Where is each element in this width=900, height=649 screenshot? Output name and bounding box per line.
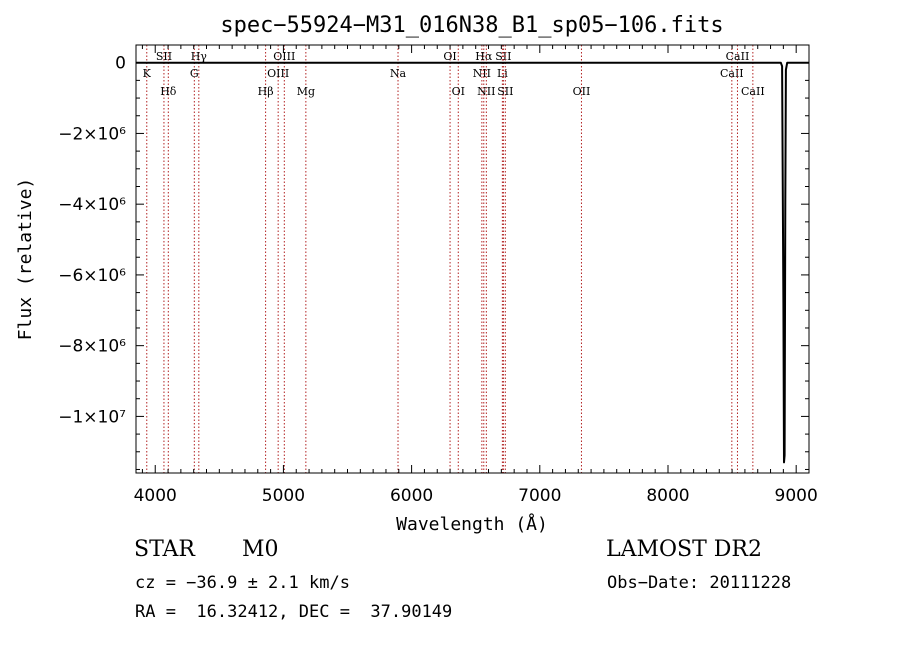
spectral-line-label: Hδ <box>160 85 177 98</box>
x-tick-label: 8000 <box>646 486 689 506</box>
y-tick-label: 0 <box>115 54 126 74</box>
spectral-line-label: OIII <box>273 50 295 63</box>
object-class: STAR <box>134 537 195 562</box>
spectral-line-label: CaII <box>726 50 750 63</box>
flux-series-line <box>136 61 809 464</box>
spectral-line-label: Hβ <box>258 85 274 98</box>
object-subclass: M0 <box>242 537 279 562</box>
x-tick-label: 4000 <box>134 486 177 506</box>
x-axis-label: Wavelength (Å) <box>396 513 548 535</box>
y-tick-label: −8×10⁶ <box>58 337 126 357</box>
observation-date: Obs−Date: 20111228 <box>607 573 792 593</box>
spectral-line-label: Hα <box>475 50 493 63</box>
spectral-line-label: Hγ <box>191 50 208 63</box>
spectral-line-label: G <box>190 67 199 80</box>
redshift-cz: cz = −36.9 ± 2.1 km/s <box>135 573 350 593</box>
y-tick-label: −6×10⁶ <box>58 266 126 286</box>
y-tick-label: −1×10⁷ <box>58 407 126 427</box>
ra-dec-coordinates: RA = 16.32412, DEC = 37.90149 <box>135 602 453 622</box>
spectral-line-label: CaII <box>720 67 744 80</box>
spectral-line-label: SII <box>156 50 172 63</box>
y-tick-label: −4×10⁶ <box>58 195 126 215</box>
spectral-line-label: Li <box>497 67 508 80</box>
spectral-line-label: SII <box>495 50 511 63</box>
spectral-line-label: Mg <box>297 85 315 98</box>
spectral-line-label: OI <box>443 50 456 63</box>
spectral-line-label: OIII <box>267 67 289 80</box>
y-tick-label: −2×10⁶ <box>58 124 126 144</box>
x-tick-label: 6000 <box>390 486 433 506</box>
spectral-line-label: NII <box>473 67 491 80</box>
spectral-line-label: K <box>143 67 152 80</box>
x-tick-label: 7000 <box>518 486 561 506</box>
spectral-line-label: CaII <box>741 85 765 98</box>
spectral-line-label: SII <box>497 85 513 98</box>
spectral-line-label: OII <box>573 85 591 98</box>
chart-title: spec−55924−M31_016N38_B1_sp05−106.fits <box>220 13 723 38</box>
spectral-line-label: OI <box>452 85 465 98</box>
plot-frame <box>135 44 810 474</box>
x-tick-label: 5000 <box>262 486 305 506</box>
x-tick-label: 9000 <box>775 486 818 506</box>
spectral-line-label: NII <box>477 85 495 98</box>
spectral-line-label: Na <box>390 67 407 80</box>
y-axis-label: Flux (relative) <box>15 178 36 341</box>
survey-name: LAMOST DR2 <box>606 537 762 562</box>
